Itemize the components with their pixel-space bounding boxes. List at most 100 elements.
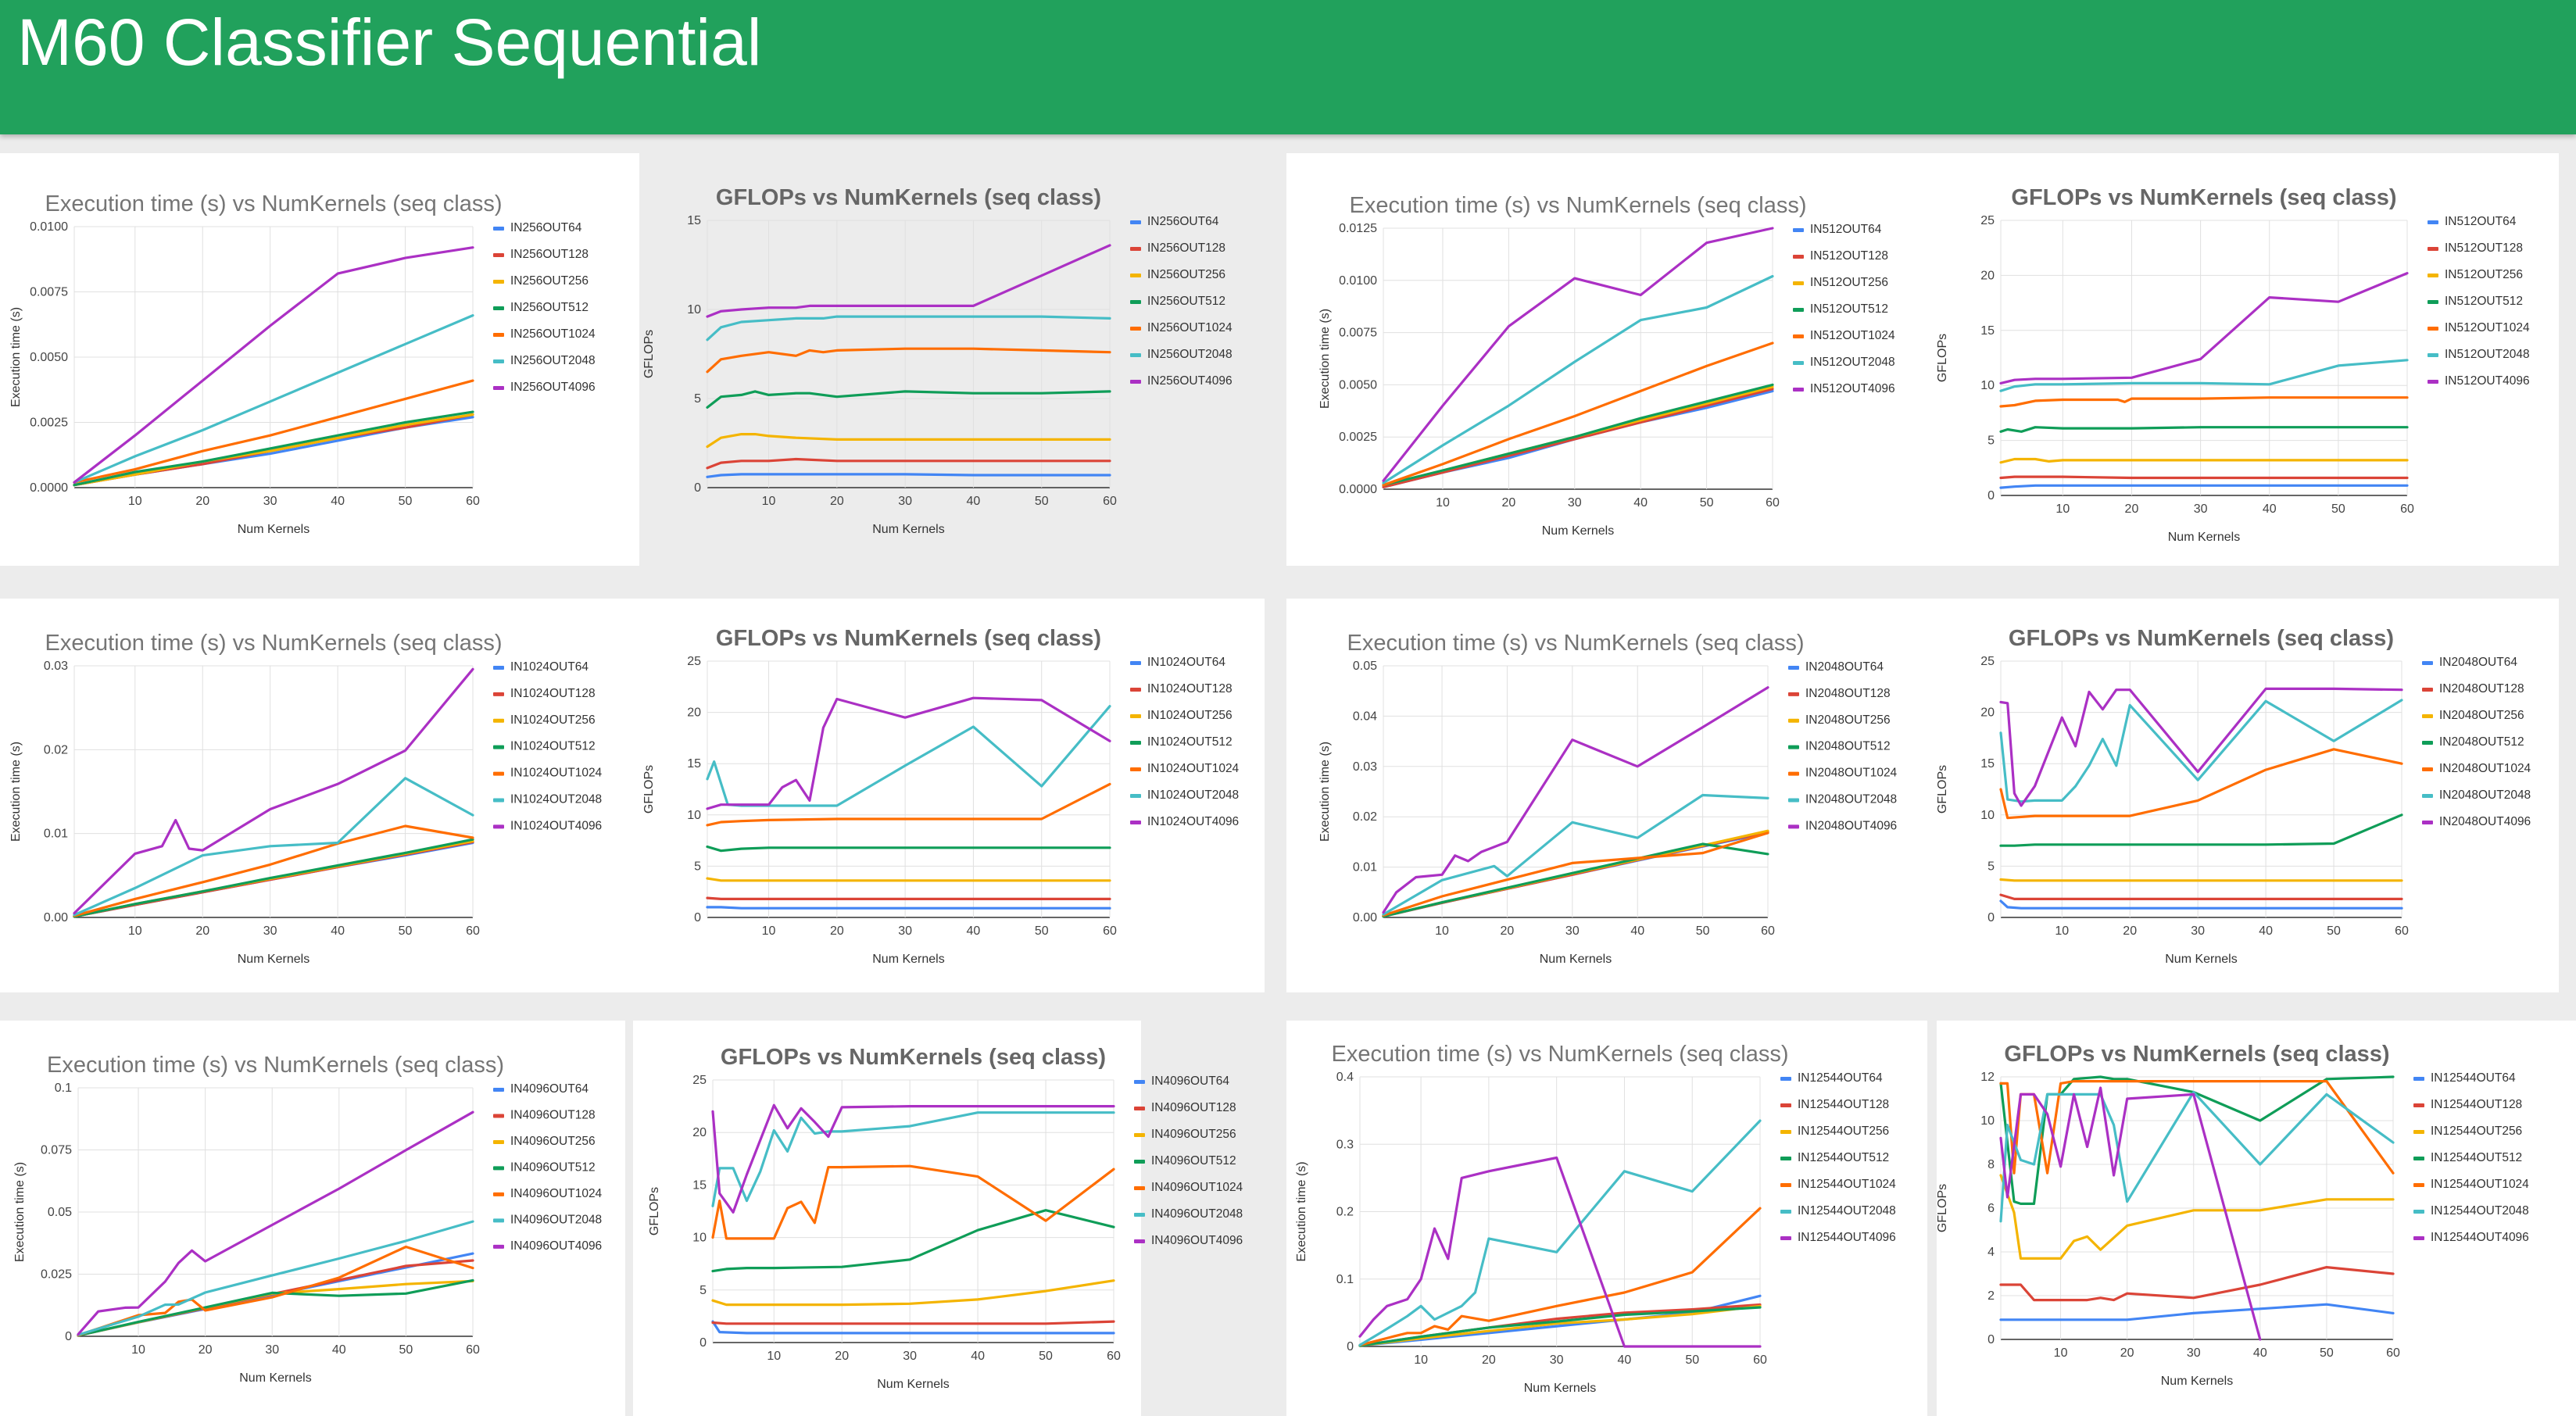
legend-label: IN1024OUT64 — [510, 660, 589, 674]
y-tick-label: 0.075 — [41, 1144, 72, 1157]
y-tick-label: 0.1 — [55, 1082, 72, 1095]
legend-swatch — [493, 718, 504, 723]
x-tick-label: 20 — [830, 495, 844, 508]
y-tick-label: 25 — [692, 1074, 707, 1087]
legend-label: IN256OUT64 — [1147, 215, 1219, 228]
legend-swatch — [1130, 821, 1141, 824]
chart-svg: Execution time (s) vs NumKernels (seq cl… — [1318, 193, 1895, 538]
x-tick-label: 30 — [263, 495, 277, 508]
y-tick-label: 0.0025 — [1339, 431, 1377, 444]
chart-title: GFLOPs vs NumKernels (seq class) — [721, 1045, 1106, 1070]
legend-swatch — [1130, 300, 1141, 304]
series-line-IN512OUT256 — [1999, 457, 2409, 464]
legend-swatch — [1780, 1103, 1791, 1107]
y-tick-label: 10 — [687, 303, 701, 316]
legend-label: IN4096OUT512 — [510, 1160, 596, 1174]
legend-swatch — [493, 253, 504, 257]
x-tick-label: 20 — [830, 924, 844, 938]
legend-label: IN1024OUT1024 — [1147, 762, 1240, 775]
legend-label: IN12544OUT256 — [2431, 1125, 2522, 1138]
chart-9: Execution time (s) vs NumKernels (seq cl… — [0, 1021, 625, 1416]
legend-swatch — [2422, 741, 2433, 745]
chart-title: GFLOPs vs NumKernels (seq class) — [716, 626, 1101, 651]
legend-label: IN12544OUT512 — [1798, 1151, 1889, 1164]
legend-swatch — [1788, 824, 1799, 829]
x-tick-label: 40 — [331, 495, 345, 508]
x-tick-label: 40 — [2259, 924, 2273, 938]
panel-row3-a — [0, 1021, 625, 1416]
series-line-IN1024OUT512 — [706, 845, 1111, 853]
chart-title: GFLOPs vs NumKernels (seq class) — [2011, 185, 2396, 210]
series-line-IN4096OUT4096 — [77, 1110, 474, 1336]
legend-label: IN1024OUT256 — [510, 713, 596, 727]
series-line-IN4096OUT1024 — [711, 1164, 1115, 1240]
y-tick-label: 25 — [687, 655, 701, 668]
series-line-IN512OUT4096 — [1382, 227, 1774, 482]
y-tick-label: 0.00 — [44, 911, 68, 924]
legend-label: IN4096OUT64 — [510, 1082, 589, 1096]
chart-3: Execution time (s) vs NumKernels (seq cl… — [1286, 153, 1927, 566]
series-line-IN4096OUT256 — [711, 1279, 1115, 1307]
chart-title: Execution time (s) vs NumKernels (seq cl… — [45, 191, 503, 216]
x-tick-label: 60 — [2400, 502, 2414, 516]
y-tick-label: 0.03 — [1353, 760, 1377, 774]
legend-label: IN1024OUT2048 — [510, 792, 602, 806]
legend-label: IN256OUT128 — [1147, 241, 1225, 255]
x-tick-label: 50 — [1035, 495, 1049, 508]
series-line-IN512OUT1024 — [1382, 341, 1774, 487]
series-line-IN2048OUT2048 — [1382, 793, 1769, 916]
x-tick-label: 50 — [1696, 924, 1710, 938]
legend-swatch — [1780, 1130, 1791, 1134]
y-tick-label: 20 — [1980, 706, 1995, 720]
legend-label: IN2048OUT64 — [1805, 660, 1884, 674]
legend-label: IN4096OUT256 — [1151, 1128, 1236, 1141]
legend-swatch — [493, 1192, 504, 1196]
legend-swatch — [493, 1114, 504, 1118]
legend-label: IN256OUT1024 — [1147, 321, 1233, 334]
chart-svg: Execution time (s) vs NumKernels (seq cl… — [1295, 1042, 1896, 1395]
legend-swatch — [493, 771, 504, 776]
legend-label: IN12544OUT512 — [2431, 1151, 2522, 1164]
panel-row1-left — [0, 153, 639, 566]
x-tick-label: 20 — [1482, 1353, 1496, 1367]
legend-swatch — [1134, 1107, 1145, 1110]
legend-swatch — [493, 745, 504, 749]
legend-label: IN2048OUT512 — [2439, 735, 2524, 749]
x-tick-label: 60 — [2395, 924, 2409, 938]
legend-label: IN1024OUT4096 — [1147, 815, 1239, 828]
x-tick-label: 60 — [1753, 1353, 1767, 1367]
legend-swatch — [493, 280, 504, 284]
legend-label: IN512OUT128 — [1810, 249, 1888, 263]
x-tick-label: 40 — [1630, 924, 1644, 938]
legend-swatch — [1793, 281, 1804, 285]
y-tick-label: 0.0025 — [30, 417, 68, 430]
legend-swatch — [2413, 1183, 2424, 1187]
y-axis-label: GFLOPs — [1936, 765, 1949, 813]
legend-swatch — [1780, 1157, 1791, 1160]
y-tick-label: 20 — [692, 1126, 707, 1139]
x-axis-label: Num Kernels — [872, 523, 944, 536]
y-tick-label: 0.1 — [1336, 1273, 1354, 1286]
legend-label: IN2048OUT4096 — [1805, 819, 1897, 832]
y-axis-label: Execution time (s) — [1318, 742, 1332, 842]
series-line-IN1024OUT2048 — [73, 777, 474, 917]
legend-swatch — [1780, 1077, 1791, 1081]
y-tick-label: 15 — [1980, 757, 1995, 771]
series-line-IN2048OUT4096 — [1382, 686, 1769, 914]
x-tick-label: 20 — [2123, 924, 2137, 938]
legend-swatch — [2413, 1077, 2424, 1081]
x-tick-label: 50 — [399, 495, 413, 508]
series-line-IN2048OUT64 — [1999, 899, 2403, 910]
chart-2: GFLOPs vs NumKernels (seq class) 0 5 10 15 10… — [633, 153, 1274, 566]
legend-label: IN256OUT2048 — [1147, 348, 1233, 361]
x-tick-label: 20 — [1501, 496, 1515, 510]
chart-svg: Execution time (s) vs NumKernels (seq cl… — [13, 1053, 603, 1385]
series-line-IN4096OUT4096 — [711, 1103, 1115, 1214]
series-line-IN256OUT64 — [706, 473, 1111, 478]
legend-swatch — [1130, 767, 1141, 771]
y-axis-label: GFLOPs — [1936, 1184, 1949, 1232]
series-line-IN2048OUT512 — [1382, 842, 1769, 918]
series-line-IN256OUT128 — [706, 457, 1111, 470]
series-line-IN4096OUT2048 — [77, 1220, 474, 1336]
legend-label: IN2048OUT256 — [2439, 709, 2524, 722]
